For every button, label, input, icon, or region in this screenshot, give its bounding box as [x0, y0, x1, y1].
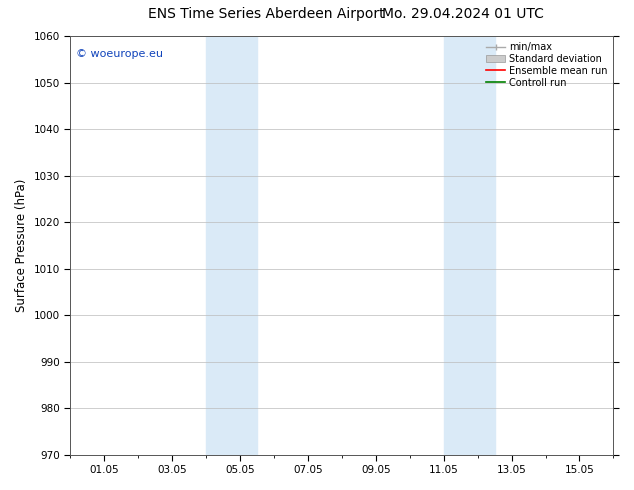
Legend: min/max, Standard deviation, Ensemble mean run, Controll run: min/max, Standard deviation, Ensemble me…	[482, 38, 612, 92]
Y-axis label: Surface Pressure (hPa): Surface Pressure (hPa)	[15, 179, 28, 312]
Bar	[444, 36, 495, 455]
Text: © woeurope.eu: © woeurope.eu	[75, 49, 163, 59]
Text: Mo. 29.04.2024 01 UTC: Mo. 29.04.2024 01 UTC	[382, 7, 544, 22]
Text: ENS Time Series Aberdeen Airport: ENS Time Series Aberdeen Airport	[148, 7, 385, 22]
Bar	[206, 36, 257, 455]
